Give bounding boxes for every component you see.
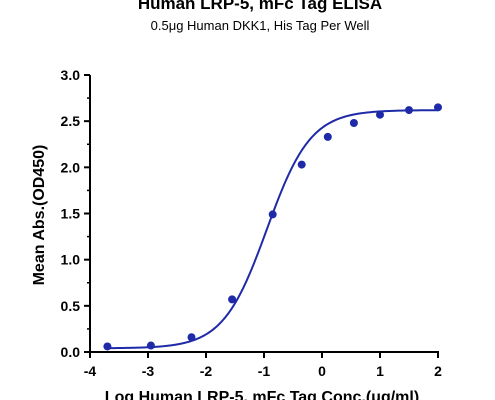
x-tick-label: 1 xyxy=(376,363,384,379)
fit-curve xyxy=(107,109,439,350)
x-tick-label: -4 xyxy=(84,363,97,379)
y-tick-label: 0.0 xyxy=(61,344,81,360)
x-tick-label: -1 xyxy=(258,363,271,379)
data-point xyxy=(228,295,237,304)
x-tick-label: -2 xyxy=(200,363,213,379)
data-point xyxy=(434,103,442,112)
data-point xyxy=(268,210,277,219)
fit-curve-layer xyxy=(107,109,439,350)
x-tick-label: 0 xyxy=(318,363,326,379)
data-point xyxy=(349,119,358,128)
y-tick-label: 2.0 xyxy=(61,159,81,175)
data-point xyxy=(187,333,196,342)
data-point xyxy=(405,106,413,115)
data-point xyxy=(297,160,306,169)
y-tick-label: 0.5 xyxy=(61,298,81,314)
data-point xyxy=(103,342,112,351)
y-tick-label: 1.5 xyxy=(61,206,81,222)
y-tick-label: 2.5 xyxy=(61,113,81,129)
chart-title: Human LRP-5, mFc Tag ELISA xyxy=(138,0,382,13)
x-axis-title: Log Human LRP-5, mFc Tag Conc.(μg/ml) xyxy=(105,389,419,400)
data-points-layer xyxy=(103,103,442,351)
y-tick-label: 1.0 xyxy=(61,252,81,268)
y-tick-label: 3.0 xyxy=(61,67,81,83)
y-axis-title: Mean Abs.(OD450) xyxy=(31,145,48,286)
data-point xyxy=(376,110,384,119)
x-tick-label: 2 xyxy=(434,363,442,379)
axes: 0.0 0.5 1.0 1.5 2.0 2.5 3.0 -4 -3 -2 -1 0 1 2 xyxy=(61,67,443,379)
data-point xyxy=(323,132,332,141)
x-tick-label: -3 xyxy=(142,363,155,379)
chart-subtitle: 0.5μg Human DKK1, His Tag Per Well xyxy=(151,18,370,33)
data-point xyxy=(146,341,155,350)
